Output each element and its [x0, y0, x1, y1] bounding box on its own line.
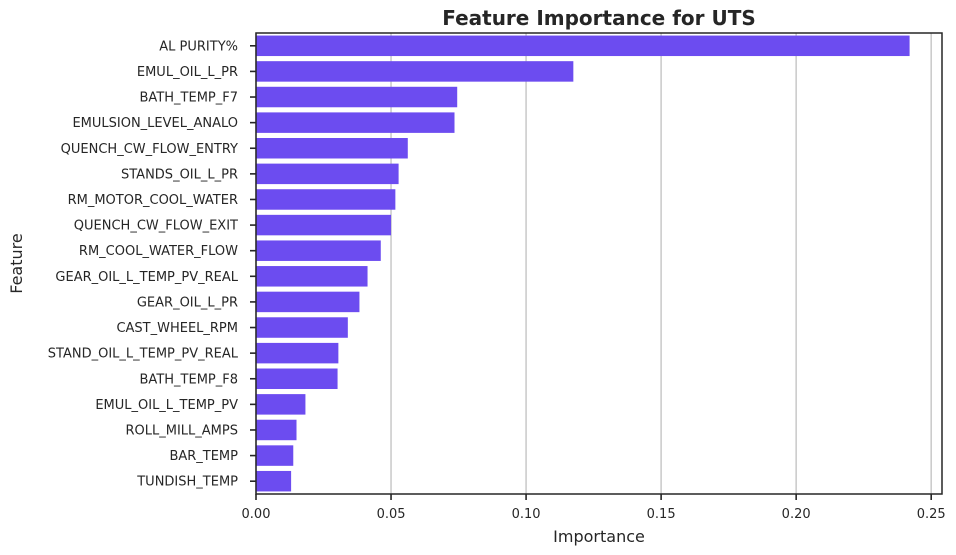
- bar: [256, 470, 292, 492]
- bar: [256, 214, 392, 236]
- x-tick-label: 0.00: [242, 507, 271, 522]
- y-tick-label: AL PURITY%: [159, 39, 238, 54]
- y-tick-label: BATH_TEMP_F7: [140, 91, 238, 106]
- bar: [256, 35, 910, 57]
- x-tick-label: 0.10: [512, 507, 541, 522]
- bar: [256, 240, 381, 261]
- bar: [256, 317, 348, 338]
- bar: [256, 61, 574, 82]
- bar: [256, 445, 294, 466]
- chart-title: Feature Importance for UTS: [442, 6, 756, 30]
- plot-frame: [255, 32, 943, 495]
- y-tick-label: STANDS_OIL_L_PR: [121, 167, 238, 182]
- y-tick-label: STAND_OIL_L_TEMP_PV_REAL: [48, 347, 239, 362]
- y-tick-label: ROLL_MILL_AMPS: [126, 423, 239, 438]
- y-tick-label: EMUL_OIL_L_TEMP_PV: [95, 398, 238, 413]
- x-tick-label: 0.20: [782, 507, 811, 522]
- y-tick-label: EMUL_OIL_L_PR: [137, 65, 238, 80]
- y-tick-label: QUENCH_CW_FLOW_EXIT: [74, 219, 238, 234]
- bar: [256, 368, 338, 389]
- y-axis-ticks: AL PURITY% EMUL_OIL_L_PR BATH_TEMP_F7 EMULS…: [48, 39, 256, 490]
- bar: [256, 189, 396, 210]
- y-tick-label: CAST_WHEEL_RPM: [116, 321, 238, 336]
- y-tick-label: GEAR_OIL_L_TEMP_PV_REAL: [55, 270, 238, 285]
- y-tick-label: RM_COOL_WATER_FLOW: [79, 244, 238, 259]
- x-axis-label: Importance: [553, 527, 645, 546]
- bar: [256, 342, 339, 364]
- bar: [256, 266, 368, 287]
- y-tick-label: QUENCH_CW_FLOW_ENTRY: [61, 142, 238, 157]
- bar: [256, 163, 399, 185]
- y-tick-label: RM_MOTOR_COOL_WATER: [68, 193, 238, 208]
- x-tick-label: 0.25: [917, 507, 946, 522]
- bar: [256, 291, 360, 313]
- bar: [256, 138, 408, 159]
- bars: [256, 35, 910, 492]
- bar: [256, 394, 306, 415]
- bar: [256, 112, 455, 133]
- y-tick-label: EMULSION_LEVEL_ANALO: [72, 116, 238, 131]
- bar: [256, 86, 458, 108]
- x-axis-ticks: 0.00 0.05 0.10 0.15 0.20 0.25: [242, 494, 946, 522]
- y-axis-label: Feature: [7, 233, 26, 293]
- y-tick-label: GEAR_OIL_L_PR: [137, 295, 238, 310]
- y-tick-label: TUNDISH_TEMP: [136, 475, 238, 490]
- y-tick-label: BAR_TEMP: [169, 449, 238, 464]
- x-tick-label: 0.15: [647, 507, 676, 522]
- y-tick-label: BATH_TEMP_F8: [140, 372, 238, 387]
- x-tick-label: 0.05: [377, 507, 406, 522]
- bar: [256, 419, 297, 441]
